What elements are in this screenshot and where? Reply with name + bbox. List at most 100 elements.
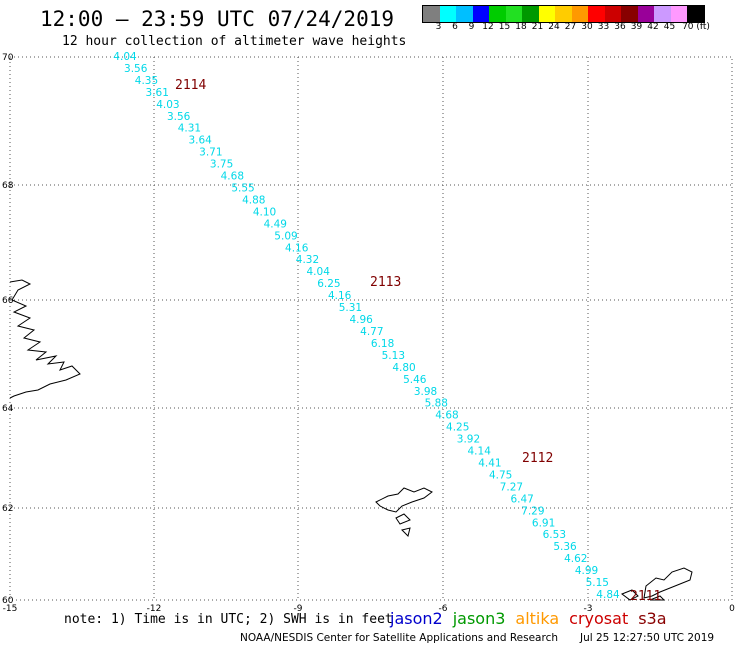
swh-value: 4.16 <box>285 242 309 254</box>
swh-value: 3.56 <box>124 63 148 75</box>
color-scale-label: 70 (ft) <box>682 22 710 32</box>
swh-value: 4.80 <box>392 362 415 374</box>
color-swatch <box>489 6 506 22</box>
color-scale-label: 3 <box>435 22 442 32</box>
lat-tick-label: 64 <box>2 404 14 414</box>
swh-value: 4.41 <box>478 457 501 469</box>
rev-labels: 2114 2113 2112 2111 <box>175 78 661 604</box>
lon-tick-label: -12 <box>147 604 162 614</box>
swh-value: 5.09 <box>274 230 297 242</box>
swh-value: 6.53 <box>543 529 566 541</box>
faroe-coast <box>375 487 433 537</box>
lon-tick-label: -9 <box>294 604 303 614</box>
lon-tick-label: -6 <box>439 604 448 614</box>
swh-value: 4.35 <box>135 75 158 87</box>
color-scale-label: 42 <box>647 22 659 32</box>
color-swatch <box>571 6 588 22</box>
swh-value: 4.68 <box>221 171 244 183</box>
swh-track: 4.043.564.353.614.033.564.313.643.713.75… <box>113 51 620 601</box>
lat-tick-label: 66 <box>2 296 14 306</box>
footer-credit: NOAA/NESDIS Center for Satellite Applica… <box>240 632 558 644</box>
color-swatch <box>637 6 654 22</box>
color-swatch <box>522 6 539 22</box>
lon-tick-label: -3 <box>584 604 593 614</box>
color-scale-label: 45 <box>663 22 676 32</box>
greenland-coast <box>9 279 81 399</box>
color-scale-label: 30 <box>581 22 593 32</box>
lat-tick-label: 68 <box>2 181 14 191</box>
swh-value: 5.55 <box>231 183 254 195</box>
shetland-coast <box>620 567 693 601</box>
map-subtitle: 12 hour collection of altimeter wave hei… <box>62 34 407 49</box>
swh-value: 4.62 <box>564 553 587 565</box>
color-swatch <box>588 6 605 22</box>
color-scale-label: 9 <box>468 22 475 32</box>
swh-value: 4.04 <box>307 266 331 278</box>
color-swatch <box>604 6 621 22</box>
color-swatch <box>687 6 704 22</box>
lat-tick-label: 70 <box>2 53 14 63</box>
swh-value: 4.99 <box>575 565 598 577</box>
swh-value: 4.77 <box>360 326 383 338</box>
swh-value: 4.25 <box>446 422 469 434</box>
swh-value: 5.36 <box>553 541 577 553</box>
footer-timestamp: Jul 25 12:27:50 UTC 2019 <box>580 632 715 644</box>
lon-tick-label: 0 <box>729 604 735 614</box>
color-swatch <box>670 6 687 22</box>
color-swatch <box>538 6 555 22</box>
swh-value: 6.47 <box>510 493 533 505</box>
swh-value: 4.68 <box>435 410 458 422</box>
map-title: 12:00 – 23:59 UTC 07/24/2019 <box>40 7 395 31</box>
swh-value: 5.15 <box>586 577 609 589</box>
swh-value: 4.04 <box>113 51 137 63</box>
swh-value: 3.61 <box>146 87 169 99</box>
lat-tick-label: 62 <box>2 504 13 514</box>
swh-value: 4.75 <box>489 469 512 481</box>
swh-value: 5.31 <box>339 302 362 314</box>
satellite-name: s3a <box>638 609 667 628</box>
swh-value: 4.84 <box>596 589 620 601</box>
swh-value: 4.16 <box>328 290 352 302</box>
rev-label: 2111 <box>630 589 661 604</box>
rev-label: 2114 <box>175 78 206 93</box>
rev-label: 2113 <box>370 275 401 290</box>
swh-value: 3.98 <box>414 386 437 398</box>
swh-value: 3.56 <box>167 111 191 123</box>
color-scale-label: 15 <box>498 22 511 32</box>
satellite-name: cryosat <box>569 609 629 628</box>
coastline <box>9 279 693 601</box>
color-scale-bar <box>422 5 705 23</box>
swh-value: 4.49 <box>264 218 287 230</box>
color-scale-label: 24 <box>548 22 560 32</box>
color-swatch <box>555 6 572 22</box>
swh-value: 7.29 <box>521 505 544 517</box>
satellite-legend: jason2 jason3 altika cryosat s3a <box>390 609 677 628</box>
swh-value: 5.88 <box>425 398 448 410</box>
swh-value: 4.10 <box>253 206 276 218</box>
swh-value: 6.91 <box>532 517 555 529</box>
color-scale-label: 36 <box>614 22 626 32</box>
swh-value: 5.46 <box>403 374 427 386</box>
swh-value: 4.14 <box>468 446 492 458</box>
swh-value: 4.31 <box>178 123 201 135</box>
color-scale-label: 27 <box>564 22 577 32</box>
satellite-name: jason2 <box>390 609 443 628</box>
swh-value: 6.25 <box>317 278 340 290</box>
color-swatch <box>439 6 456 22</box>
color-swatch <box>456 6 473 22</box>
swh-value: 3.71 <box>199 147 222 159</box>
swh-value: 4.32 <box>296 254 319 266</box>
lat-tick-label: 60 <box>2 596 14 606</box>
color-scale-label: 21 <box>531 22 544 32</box>
color-scale-label: 39 <box>630 22 643 32</box>
swh-value: 4.88 <box>242 194 265 206</box>
lon-tick-label: -15 <box>3 604 18 614</box>
color-swatch <box>505 6 522 22</box>
color-scale-label: 33 <box>597 22 610 32</box>
swh-value: 3.75 <box>210 159 233 171</box>
satellite-name: altika <box>515 609 560 628</box>
satellite-name: jason3 <box>452 609 506 628</box>
swh-value: 6.18 <box>371 338 394 350</box>
color-scale-label: 12 <box>482 22 494 32</box>
